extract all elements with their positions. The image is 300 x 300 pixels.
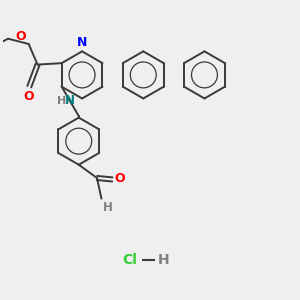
Text: N: N [77,36,87,49]
Text: O: O [23,90,34,103]
Text: N: N [64,94,75,107]
Text: H: H [158,254,169,267]
Text: O: O [16,30,26,43]
Text: H: H [57,96,66,106]
Text: H: H [103,201,112,214]
Text: O: O [115,172,125,185]
Text: Cl: Cl [122,254,137,267]
